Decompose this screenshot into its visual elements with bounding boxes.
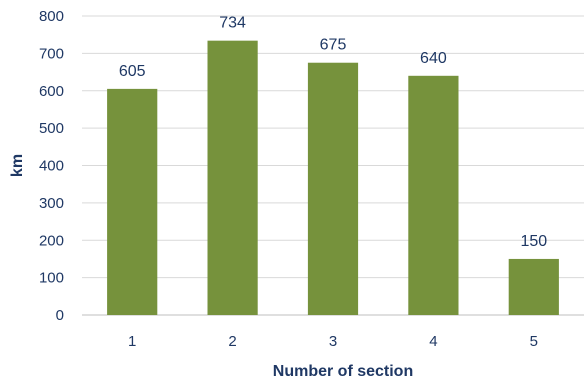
bar-3	[307, 62, 359, 315]
y-axis-title: km	[9, 154, 26, 177]
bar-4	[408, 75, 459, 315]
bar-1	[107, 88, 158, 315]
x-tick-label-5: 5	[530, 333, 538, 350]
data-label-5: 150	[520, 233, 547, 250]
y-tick-label: 600	[39, 83, 64, 100]
x-tick-label-2: 2	[228, 333, 236, 350]
y-tick-label: 400	[39, 158, 64, 175]
bar-2	[207, 40, 258, 315]
y-tick-label: 0	[56, 307, 64, 324]
data-labels: 605 734 675 640 150	[119, 15, 547, 250]
x-tick-label-3: 3	[329, 333, 337, 350]
x-axis-title: Number of section	[273, 363, 413, 380]
data-label-2: 734	[219, 15, 246, 32]
bar-5	[508, 258, 559, 315]
x-tick-label-4: 4	[429, 333, 437, 350]
y-tick-label: 700	[39, 45, 64, 62]
y-tick-label: 200	[39, 232, 64, 249]
y-tick-label: 300	[39, 195, 64, 212]
data-label-1: 605	[119, 63, 146, 80]
y-axis-ticks: 0 100 200 300 400 500 600 700 800	[39, 8, 64, 324]
x-tick-label-1: 1	[128, 333, 136, 350]
x-axis-ticks: 1 2 3 4 5	[128, 333, 538, 350]
y-tick-label: 500	[39, 120, 64, 137]
data-label-4: 640	[420, 50, 447, 67]
y-tick-label: 800	[39, 8, 64, 25]
bars	[107, 40, 559, 315]
y-tick-label: 100	[39, 270, 64, 287]
data-label-3: 675	[320, 37, 347, 54]
